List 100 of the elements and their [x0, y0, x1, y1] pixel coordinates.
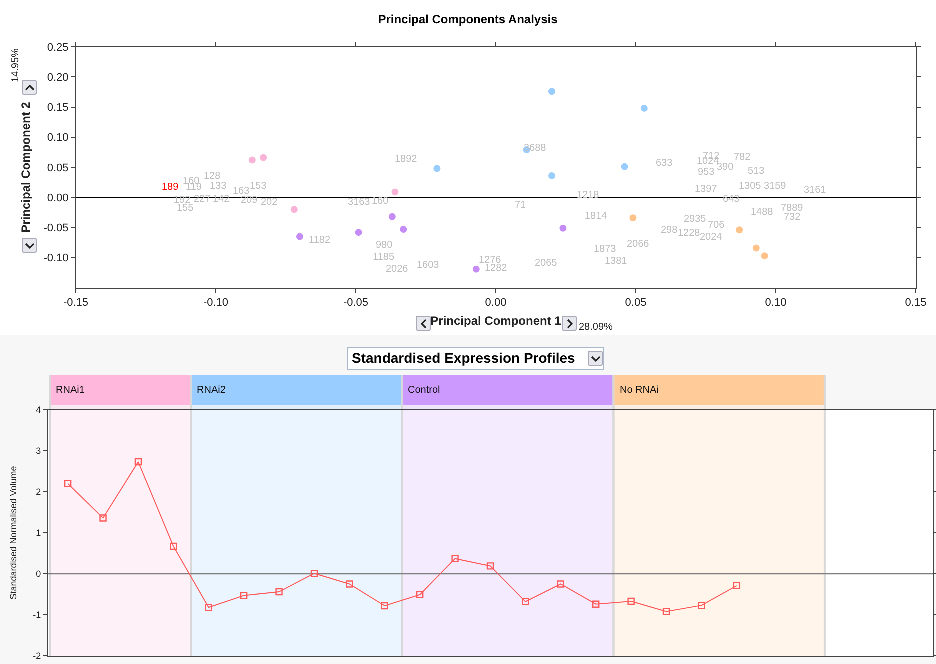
y-tick-label: -1	[33, 610, 42, 620]
point	[548, 88, 556, 96]
point	[628, 598, 635, 606]
y-tick-label: -0.10	[44, 252, 69, 265]
text: 14.95%	[10, 48, 22, 83]
annotation: 202	[261, 197, 278, 208]
annotation: 2024	[700, 232, 723, 243]
text: 28.09%	[579, 322, 614, 333]
y-tick-label: 2	[36, 487, 42, 498]
point	[592, 600, 600, 608]
point	[381, 602, 388, 610]
y-axis-title: Principal Component 2	[19, 102, 34, 233]
text: Control	[408, 385, 440, 396]
point	[276, 588, 283, 596]
annotation: 1182	[309, 235, 331, 246]
point	[296, 233, 304, 240]
point	[170, 542, 178, 550]
point	[640, 104, 648, 112]
y-tick-label: 4	[36, 405, 42, 416]
annotation: 298	[661, 225, 678, 236]
annotation: 1488	[751, 207, 774, 218]
point	[205, 604, 212, 612]
annotation: 3159	[764, 181, 787, 192]
x-tick-label: -0.05	[343, 297, 369, 310]
y-tick-label: 0	[36, 569, 42, 580]
point	[560, 224, 567, 232]
y-tick-label: 1	[36, 528, 42, 538]
point	[248, 156, 256, 164]
point	[64, 480, 72, 488]
annotation: 782	[734, 152, 752, 163]
y-tick-label: 0.15	[47, 102, 69, 114]
x-tick-label: -0.10	[203, 297, 229, 310]
annotation: 980	[376, 240, 394, 251]
point	[346, 580, 354, 588]
annotation: 7889	[781, 203, 804, 214]
point	[452, 555, 459, 562]
point	[240, 592, 248, 600]
x-axis-title: Principal Component 1	[430, 314, 562, 328]
point	[290, 206, 298, 214]
point	[736, 226, 744, 234]
annotation: 133	[210, 181, 228, 192]
y-tick-label: 3	[36, 446, 42, 456]
point	[472, 266, 480, 273]
point	[400, 226, 408, 234]
point	[310, 570, 318, 578]
annotation: 1305	[739, 181, 762, 192]
annotation: 953	[698, 167, 716, 178]
annotation: 390	[717, 162, 734, 173]
x-tick-label: 0.10	[765, 297, 787, 310]
annotation: 163	[233, 186, 250, 197]
annotation: 1228	[678, 228, 701, 239]
annotation: 155	[177, 203, 194, 214]
annotation: 3163	[348, 197, 371, 208]
point	[416, 591, 424, 599]
chart-title: Standardised Expression Profiles	[352, 350, 576, 366]
annotation: 153	[250, 181, 268, 192]
annotation: 209	[241, 195, 258, 206]
y-tick-label: -0.05	[44, 222, 69, 235]
annotation: 1814	[585, 211, 608, 222]
annotation: 189	[162, 182, 180, 193]
x-tick-label: -0.15	[63, 297, 89, 310]
annotation: 633	[656, 158, 674, 169]
point	[260, 154, 268, 162]
annotation: 160	[372, 196, 390, 207]
annotation: 128	[204, 171, 222, 182]
annotation: 1185	[373, 252, 395, 263]
point	[434, 165, 441, 172]
y-tick-label: 0.25	[47, 42, 69, 54]
x-tick-label: 0.00	[485, 297, 507, 310]
annotation: 706	[708, 220, 726, 231]
y-tick-label: 0.05	[47, 162, 69, 174]
annotation: 732	[784, 212, 802, 223]
annotation: 1603	[417, 260, 440, 271]
point	[662, 608, 670, 616]
point	[100, 514, 107, 522]
x-tick-label: 0.15	[905, 297, 927, 310]
annotation: 1397	[695, 184, 718, 195]
annotation: 1873	[594, 244, 617, 255]
annotation: 2026	[386, 264, 409, 275]
point	[698, 602, 706, 610]
annotation: 1892	[395, 154, 418, 165]
point	[134, 458, 142, 466]
y-tick-label: 0.20	[47, 72, 69, 84]
annotation: 2066	[627, 239, 650, 250]
point	[355, 229, 362, 236]
point	[630, 214, 637, 222]
x-tick-label: 0.05	[625, 297, 647, 310]
y-tick-label: 0.10	[47, 132, 69, 144]
point	[548, 172, 556, 180]
annotation: 1381	[605, 256, 628, 267]
annotation: 2065	[535, 258, 558, 269]
point	[733, 582, 741, 590]
point	[557, 580, 565, 588]
point	[621, 163, 628, 170]
y-tick-label: -2	[33, 651, 42, 662]
chart-title: Principal Components Analysis	[378, 12, 558, 26]
point	[388, 213, 396, 220]
text: No RNAi	[620, 385, 659, 396]
y-tick-label: 0.00	[47, 192, 69, 204]
annotation: 71	[515, 200, 527, 211]
